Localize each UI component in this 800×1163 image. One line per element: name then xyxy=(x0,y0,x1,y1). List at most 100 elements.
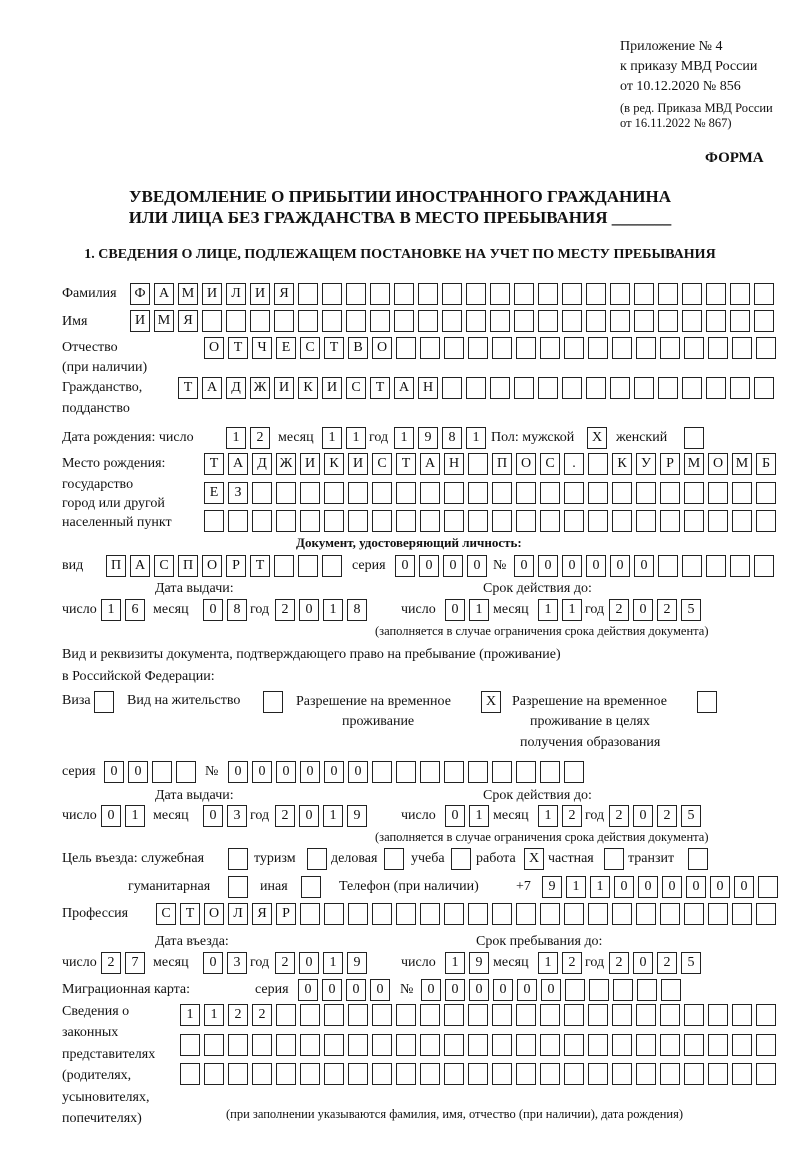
char-cell[interactable]: 1 xyxy=(590,876,610,898)
char-cell[interactable]: 0 xyxy=(300,761,320,783)
char-cell[interactable]: Т xyxy=(180,903,200,925)
char-cell[interactable] xyxy=(682,555,702,577)
char-cell[interactable] xyxy=(444,1034,464,1056)
char-cell[interactable] xyxy=(540,761,560,783)
char-cell[interactable] xyxy=(682,310,702,332)
char-cell[interactable]: 0 xyxy=(203,599,223,621)
char-cell[interactable] xyxy=(688,848,708,870)
char-cell[interactable] xyxy=(684,510,704,532)
char-cell[interactable] xyxy=(204,510,224,532)
char-cell[interactable]: Т xyxy=(250,555,270,577)
char-cell[interactable]: 5 xyxy=(681,952,701,974)
char-cell[interactable] xyxy=(204,1034,224,1056)
char-cell[interactable] xyxy=(756,1063,776,1085)
char-cell[interactable]: 0 xyxy=(395,555,415,577)
char-cell[interactable] xyxy=(540,482,560,504)
char-cell[interactable] xyxy=(612,1034,632,1056)
char-cell[interactable] xyxy=(516,510,536,532)
char-cell[interactable]: 1 xyxy=(180,1004,200,1026)
char-cell[interactable]: И xyxy=(348,453,368,475)
char-cell[interactable]: 1 xyxy=(322,427,342,449)
char-cell[interactable]: К xyxy=(298,377,318,399)
char-cell[interactable] xyxy=(444,1004,464,1026)
char-cell[interactable] xyxy=(660,482,680,504)
char-cell[interactable]: Ж xyxy=(276,453,296,475)
char-cell[interactable]: 0 xyxy=(445,979,465,1001)
char-cell[interactable] xyxy=(732,1004,752,1026)
char-cell[interactable]: 0 xyxy=(419,555,439,577)
char-cell[interactable]: 2 xyxy=(609,599,629,621)
char-cell[interactable] xyxy=(756,337,776,359)
char-cell[interactable]: О xyxy=(708,453,728,475)
char-cell[interactable] xyxy=(396,1063,416,1085)
char-cell[interactable] xyxy=(492,482,512,504)
char-cell[interactable]: 0 xyxy=(252,761,272,783)
char-cell[interactable] xyxy=(420,903,440,925)
char-cell[interactable] xyxy=(420,761,440,783)
char-cell[interactable] xyxy=(538,377,558,399)
char-cell[interactable] xyxy=(613,979,633,1001)
char-cell[interactable] xyxy=(564,482,584,504)
char-cell[interactable] xyxy=(660,510,680,532)
char-cell[interactable]: 0 xyxy=(734,876,754,898)
char-cell[interactable] xyxy=(564,761,584,783)
char-cell[interactable] xyxy=(396,337,416,359)
char-cell[interactable] xyxy=(370,310,390,332)
char-cell[interactable] xyxy=(516,1063,536,1085)
char-cell[interactable] xyxy=(636,482,656,504)
char-cell[interactable]: 1 xyxy=(323,599,343,621)
char-cell[interactable] xyxy=(324,510,344,532)
char-cell[interactable]: С xyxy=(540,453,560,475)
char-cell[interactable]: И xyxy=(300,453,320,475)
char-cell[interactable] xyxy=(396,510,416,532)
char-cell[interactable] xyxy=(588,510,608,532)
char-cell[interactable]: Т xyxy=(228,337,248,359)
char-cell[interactable] xyxy=(732,482,752,504)
char-cell[interactable]: 7 xyxy=(125,952,145,974)
char-cell[interactable]: 0 xyxy=(517,979,537,1001)
char-cell[interactable] xyxy=(684,482,704,504)
char-cell[interactable]: 0 xyxy=(467,555,487,577)
char-cell[interactable]: Д xyxy=(252,453,272,475)
char-cell[interactable] xyxy=(466,310,486,332)
char-cell[interactable] xyxy=(322,555,342,577)
char-cell[interactable] xyxy=(684,1004,704,1026)
char-cell[interactable] xyxy=(348,1004,368,1026)
char-cell[interactable]: 0 xyxy=(299,952,319,974)
char-cell[interactable] xyxy=(276,1034,296,1056)
char-cell[interactable] xyxy=(708,1034,728,1056)
char-cell[interactable] xyxy=(708,482,728,504)
char-cell[interactable] xyxy=(514,283,534,305)
char-cell[interactable]: 2 xyxy=(562,805,582,827)
char-cell[interactable]: А xyxy=(228,453,248,475)
char-cell[interactable] xyxy=(204,1063,224,1085)
char-cell[interactable] xyxy=(610,310,630,332)
char-cell[interactable] xyxy=(756,903,776,925)
char-cell[interactable] xyxy=(492,510,512,532)
char-cell[interactable]: О xyxy=(204,903,224,925)
char-cell[interactable]: 2 xyxy=(657,805,677,827)
char-cell[interactable]: 2 xyxy=(657,952,677,974)
char-cell[interactable] xyxy=(396,1034,416,1056)
char-cell[interactable] xyxy=(490,283,510,305)
char-cell[interactable] xyxy=(588,1034,608,1056)
char-cell[interactable]: 1 xyxy=(394,427,414,449)
char-cell[interactable]: Л xyxy=(228,903,248,925)
char-cell[interactable]: П xyxy=(106,555,126,577)
char-cell[interactable] xyxy=(372,903,392,925)
char-cell[interactable] xyxy=(252,1034,272,1056)
char-cell[interactable] xyxy=(540,510,560,532)
char-cell[interactable] xyxy=(324,1063,344,1085)
char-cell[interactable] xyxy=(372,1063,392,1085)
char-cell[interactable]: 2 xyxy=(275,599,295,621)
char-cell[interactable] xyxy=(152,761,172,783)
char-cell[interactable] xyxy=(322,310,342,332)
char-cell[interactable] xyxy=(394,310,414,332)
char-cell[interactable]: А xyxy=(202,377,222,399)
char-cell[interactable] xyxy=(684,337,704,359)
char-cell[interactable]: И xyxy=(202,283,222,305)
char-cell[interactable] xyxy=(564,337,584,359)
char-cell[interactable] xyxy=(708,1063,728,1085)
char-cell[interactable] xyxy=(372,482,392,504)
char-cell[interactable] xyxy=(324,482,344,504)
